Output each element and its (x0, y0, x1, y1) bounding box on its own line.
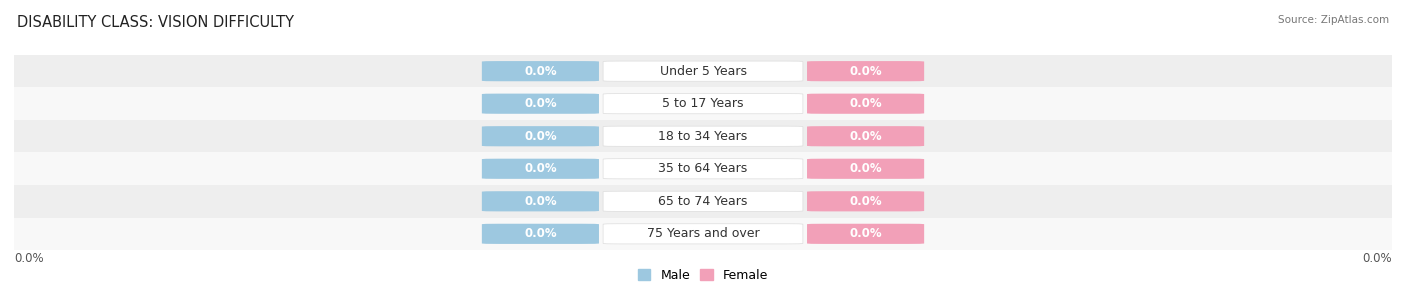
FancyBboxPatch shape (603, 61, 803, 81)
Bar (14, 152, 1392, 185)
Text: 0.0%: 0.0% (524, 195, 557, 208)
FancyBboxPatch shape (807, 61, 924, 81)
Text: DISABILITY CLASS: VISION DIFFICULTY: DISABILITY CLASS: VISION DIFFICULTY (17, 15, 294, 30)
Text: 0.0%: 0.0% (849, 97, 882, 110)
FancyBboxPatch shape (807, 224, 924, 244)
Text: 0.0%: 0.0% (849, 130, 882, 143)
FancyBboxPatch shape (807, 94, 924, 114)
Text: 0.0%: 0.0% (524, 97, 557, 110)
FancyBboxPatch shape (603, 224, 803, 244)
Text: Under 5 Years: Under 5 Years (659, 65, 747, 78)
FancyBboxPatch shape (603, 94, 803, 114)
FancyBboxPatch shape (482, 224, 599, 244)
Text: 75 Years and over: 75 Years and over (647, 227, 759, 240)
Text: 5 to 17 Years: 5 to 17 Years (662, 97, 744, 110)
Text: 18 to 34 Years: 18 to 34 Years (658, 130, 748, 143)
FancyBboxPatch shape (603, 159, 803, 179)
FancyBboxPatch shape (482, 159, 599, 179)
Text: 0.0%: 0.0% (849, 227, 882, 240)
FancyBboxPatch shape (482, 61, 599, 81)
Text: 0.0%: 0.0% (524, 65, 557, 78)
Legend: Male, Female: Male, Female (633, 264, 773, 287)
FancyBboxPatch shape (482, 94, 599, 114)
FancyBboxPatch shape (482, 191, 599, 211)
Bar (14, 55, 1392, 88)
Text: 65 to 74 Years: 65 to 74 Years (658, 195, 748, 208)
Bar (14, 88, 1392, 120)
Text: 0.0%: 0.0% (849, 162, 882, 175)
FancyBboxPatch shape (807, 191, 924, 211)
Text: 0.0%: 0.0% (1362, 252, 1392, 265)
FancyBboxPatch shape (807, 159, 924, 179)
FancyBboxPatch shape (603, 126, 803, 146)
Bar (14, 120, 1392, 152)
Text: 0.0%: 0.0% (14, 252, 44, 265)
Text: 35 to 64 Years: 35 to 64 Years (658, 162, 748, 175)
Text: 0.0%: 0.0% (849, 195, 882, 208)
FancyBboxPatch shape (482, 126, 599, 146)
FancyBboxPatch shape (807, 126, 924, 146)
FancyBboxPatch shape (603, 191, 803, 211)
Bar (14, 217, 1392, 250)
Bar (14, 185, 1392, 217)
Text: 0.0%: 0.0% (524, 130, 557, 143)
Text: Source: ZipAtlas.com: Source: ZipAtlas.com (1278, 15, 1389, 25)
Text: 0.0%: 0.0% (524, 227, 557, 240)
Text: 0.0%: 0.0% (849, 65, 882, 78)
Text: 0.0%: 0.0% (524, 162, 557, 175)
